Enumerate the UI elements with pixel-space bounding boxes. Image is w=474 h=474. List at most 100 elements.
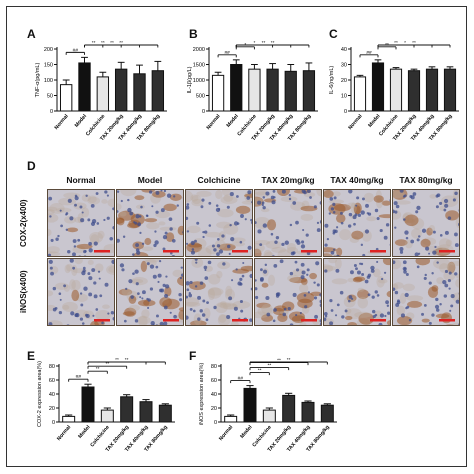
significance-label: ## xyxy=(366,50,372,56)
significance-label: ** xyxy=(394,40,398,46)
x-tick-label: Model xyxy=(367,113,382,129)
bar-colchicine xyxy=(248,68,261,112)
bar-normal xyxy=(353,76,367,112)
bar-tax-40mg-kg xyxy=(133,73,146,112)
bar-normal xyxy=(224,415,238,423)
significance-label: * xyxy=(253,40,255,46)
bar-model xyxy=(243,387,257,423)
bar-tax-20mg-kg xyxy=(407,70,421,112)
y-tick-label: 40 xyxy=(211,392,217,398)
bar-colchicine xyxy=(96,76,110,112)
micrograph-column-label: Model xyxy=(137,175,163,185)
micrograph-tile xyxy=(323,258,391,326)
micrograph-tile xyxy=(47,258,115,326)
significance-label: * xyxy=(404,40,406,46)
significance-label: ## xyxy=(224,50,230,56)
significance-label: ** xyxy=(412,40,416,46)
significance-label: ** xyxy=(258,368,262,374)
bar-tax-20mg-kg xyxy=(282,394,296,423)
bar-colchicine xyxy=(100,409,114,423)
y-tick-label: 1500 xyxy=(193,63,205,69)
micrograph-tile xyxy=(392,258,460,326)
y-tick-label: 150 xyxy=(44,63,53,69)
x-tick-label: Normal xyxy=(218,424,234,442)
micrograph-row-label: COX-2(x400) xyxy=(19,199,28,247)
bar-model xyxy=(371,62,385,112)
x-tick-label: Normal xyxy=(347,113,363,131)
micrograph-tile xyxy=(116,189,184,257)
micrograph-column-label: TAX 40mg/kg xyxy=(330,175,384,185)
panel-letter-a: A xyxy=(27,27,36,41)
bar-tax-40mg-kg xyxy=(301,401,315,423)
bar-colchicine xyxy=(262,409,276,423)
bar-tax-80mg-kg xyxy=(320,404,334,423)
micrograph-tile xyxy=(116,258,184,326)
micrograph-tile xyxy=(47,189,115,257)
y-tick-label: 60 xyxy=(211,378,217,384)
significance-label: ** xyxy=(277,358,281,364)
y-tick-label: 2000 xyxy=(193,47,205,53)
bar-tax-40mg-kg xyxy=(425,68,439,112)
significance-label: ## xyxy=(76,374,82,380)
y-tick-label: 1000 xyxy=(193,78,205,84)
y-axis-label: COX-2 expression area(%) xyxy=(37,361,43,427)
micrograph-column-label: Colchicine xyxy=(197,175,241,185)
y-tick-label: 0 xyxy=(344,109,347,115)
significance-label: ** xyxy=(96,366,100,372)
bar-model xyxy=(78,62,91,112)
x-tick-label: Normal xyxy=(206,113,222,131)
y-tick-label: 10 xyxy=(341,94,347,100)
significance-label: ** xyxy=(105,361,109,367)
bar-model xyxy=(230,64,243,112)
y-tick-label: 80 xyxy=(211,364,217,370)
y-tick-label: 20 xyxy=(341,78,347,84)
x-tick-label: Normal xyxy=(56,424,72,442)
micrograph-tile xyxy=(323,189,391,257)
y-tick-label: 80 xyxy=(49,364,55,370)
bar-tax-80mg-kg xyxy=(158,404,172,423)
chart-inos-expression: 0 20 40 60 80 iNOS expression area(%) Normal Mo… xyxy=(199,357,337,453)
figure: A B C D E F 0 50 100 150 200 TNF-α(pg/mL) Norm… xyxy=(6,6,467,467)
micrograph-tile xyxy=(392,189,460,257)
significance-label: ** xyxy=(110,40,114,46)
micrograph-tile xyxy=(254,258,322,326)
panel-letter-c: C xyxy=(329,27,338,41)
y-tick-label: 0 xyxy=(50,109,53,115)
y-tick-label: 500 xyxy=(196,94,205,100)
significance-label: ** xyxy=(125,357,129,363)
significance-label: ## xyxy=(238,376,244,382)
y-tick-label: 40 xyxy=(341,47,347,53)
x-tick-label: Model xyxy=(239,424,254,440)
micrograph-column-label: TAX 20mg/kg xyxy=(261,175,315,185)
micrograph-tile xyxy=(254,189,322,257)
significance-label: ** xyxy=(271,40,275,46)
significance-label: ** xyxy=(267,363,271,369)
y-tick-label: 60 xyxy=(49,378,55,384)
y-axis-label: IL-1β(pg/L) xyxy=(187,66,193,93)
y-tick-label: 20 xyxy=(49,406,55,412)
y-axis-label: TNF-α(pg/mL) xyxy=(35,63,41,98)
bar-tax-20mg-kg xyxy=(114,68,128,112)
y-tick-label: 200 xyxy=(44,47,53,53)
bar-tax-40mg-kg xyxy=(284,70,297,112)
bar-normal xyxy=(211,74,225,112)
micrograph-tile xyxy=(185,258,253,326)
micrograph-column-label: TAX 80mg/kg xyxy=(399,175,453,185)
bar-normal xyxy=(59,84,73,112)
bar-tax-20mg-kg xyxy=(266,68,279,112)
y-axis-label: iNOS expression area(%) xyxy=(199,363,205,426)
micrograph-row-label: iNOS(x400) xyxy=(19,270,28,314)
significance-label: ** xyxy=(287,357,291,363)
panel-letter-d: D xyxy=(27,159,36,173)
bar-tax-80mg-kg xyxy=(151,70,165,112)
significance-label: ** xyxy=(101,40,105,46)
panel-letter-f: F xyxy=(189,349,197,363)
significance-label: ## xyxy=(73,47,79,53)
micrograph-column-label: Normal xyxy=(66,175,96,185)
bar-tax-80mg-kg xyxy=(302,70,316,112)
y-axis-label: IL-6(ng/mL) xyxy=(329,66,335,95)
bar-tax-20mg-kg xyxy=(120,396,134,423)
